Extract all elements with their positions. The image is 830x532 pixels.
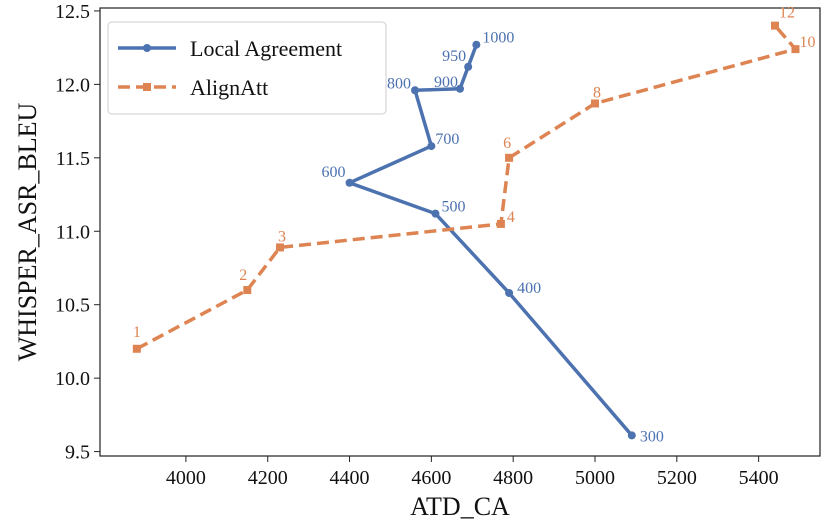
data-point-local-agreement [456, 84, 464, 93]
x-tick-label: 4200 [248, 467, 288, 489]
x-tick-label: 4800 [493, 467, 533, 489]
data-label-alignatt: 1 [133, 324, 141, 341]
data-label-local-agreement: 600 [322, 164, 346, 181]
data-label-local-agreement: 700 [435, 131, 459, 148]
data-label-alignatt: 10 [799, 34, 815, 51]
y-tick-label: 12.0 [55, 74, 90, 96]
data-point-alignatt [243, 286, 252, 295]
data-label-local-agreement: 900 [434, 74, 458, 91]
data-point-local-agreement [345, 178, 354, 187]
data-label-alignatt: 6 [503, 135, 511, 152]
x-tick-label: 4000 [166, 467, 206, 489]
data-point-alignatt [496, 219, 505, 228]
data-point-local-agreement [427, 142, 436, 151]
data-label-local-agreement: 950 [442, 48, 466, 65]
data-label-alignatt: 8 [593, 84, 601, 101]
series-line-local-agreement [347, 44, 634, 437]
data-point-alignatt [132, 344, 141, 353]
data-point-local-agreement [431, 209, 440, 218]
legend-label-alignatt: AlignAtt [190, 75, 268, 100]
y-tick-label: 11.0 [56, 221, 90, 243]
x-tick-label: 4400 [330, 467, 370, 489]
y-tick-label: 10.5 [55, 295, 90, 317]
data-label-alignatt: 3 [278, 228, 286, 245]
data-label-alignatt: 2 [239, 267, 247, 284]
data-label-alignatt: 12 [779, 5, 795, 22]
y-tick-label: 10.0 [55, 368, 90, 390]
x-tick-label: 5000 [575, 467, 615, 489]
x-tick-labels: 4000 4200 4400 4600 4800 5000 5200 5400 [166, 456, 779, 489]
data-label-alignatt: 4 [507, 209, 515, 226]
data-point-local-agreement [472, 40, 481, 49]
data-label-local-agreement: 400 [517, 280, 541, 297]
y-tick-label: 12.5 [55, 1, 90, 23]
y-axis-label: WHISPER_ASR_BLEU [13, 102, 42, 361]
data-label-local-agreement: 300 [640, 428, 664, 445]
data-point-local-agreement [411, 86, 419, 95]
y-tick-label: 9.5 [65, 442, 90, 464]
data-label-local-agreement: 500 [441, 199, 465, 216]
data-point-local-agreement [627, 431, 636, 440]
legend: Local Agreement AlignAtt [107, 21, 387, 115]
x-axis-label: ATD_CA [410, 492, 510, 521]
data-point-alignatt [591, 99, 599, 108]
y-tick-labels: 9.5 10.0 10.5 11.0 11.5 12.0 12.5 [55, 1, 100, 464]
legend-marker-alignatt [143, 83, 151, 91]
data-point-alignatt [276, 243, 284, 252]
legend-marker-local-agreement [143, 44, 151, 52]
x-tick-label: 5400 [739, 467, 779, 489]
data-point-alignatt [505, 153, 514, 162]
y-tick-label: 11.5 [56, 148, 90, 170]
data-point-local-agreement [505, 288, 514, 297]
data-point-local-agreement [464, 62, 473, 71]
series-line-alignatt [135, 24, 798, 351]
x-tick-label: 5200 [657, 467, 697, 489]
plot-frame [99, 7, 821, 457]
data-label-local-agreement: 1000 [482, 30, 514, 47]
data-point-alignatt [771, 21, 779, 30]
x-tick-label: 4600 [411, 467, 451, 489]
data-label-local-agreement: 800 [387, 75, 411, 92]
legend-label-local-agreement: Local Agreement [190, 36, 342, 61]
legend-box [107, 21, 387, 115]
data-point-alignatt [791, 45, 800, 54]
